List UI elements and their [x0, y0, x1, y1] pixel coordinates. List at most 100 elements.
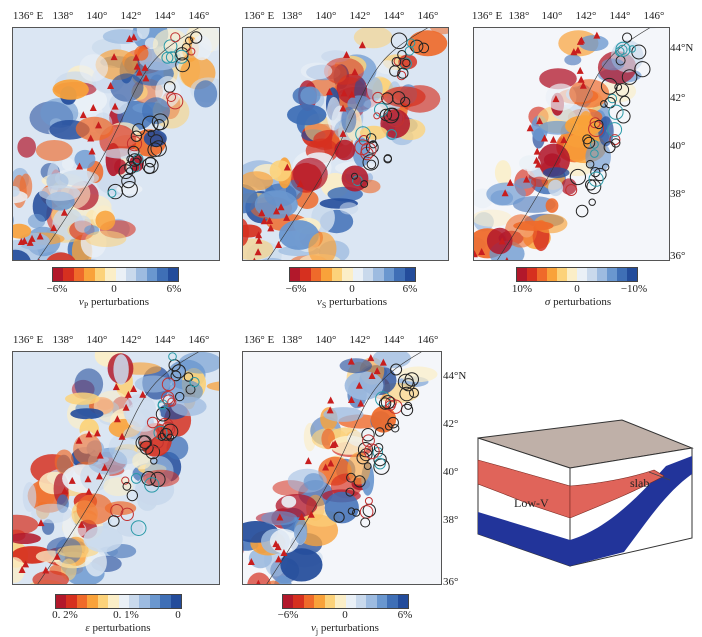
- volcano-marker: [124, 390, 132, 398]
- earthquake-marker: [588, 198, 596, 206]
- volcano-marker: [37, 519, 45, 527]
- lat-tick-36: 36°: [443, 576, 459, 588]
- perturbation-patch: [191, 35, 212, 61]
- perturbation-patch: [548, 179, 564, 197]
- volcano-marker: [87, 134, 95, 142]
- earthquake-marker: [384, 422, 393, 431]
- volcano-marker: [255, 231, 263, 239]
- volcano-marker: [139, 390, 147, 398]
- volcano-marker: [61, 486, 69, 494]
- earthquake-marker: [602, 163, 610, 171]
- lon-tick-140: 140°: [315, 334, 337, 346]
- volcano-marker: [96, 451, 104, 459]
- volcano-marker: [110, 53, 118, 61]
- perturbation-patch: [278, 220, 319, 250]
- tomography-image: [243, 352, 441, 584]
- colorbar-segment: [63, 268, 74, 281]
- perturbation-patch: [95, 210, 116, 231]
- lon-tick-136: 136° E: [12, 334, 44, 346]
- earthquake-marker: [372, 91, 384, 104]
- perturbation-patch: [59, 170, 99, 186]
- volcano-marker: [89, 104, 97, 112]
- lon-tick-146: 146°: [188, 10, 210, 22]
- earthquake-marker: [583, 136, 596, 149]
- tomography-image: [13, 28, 219, 260]
- earthquake-marker: [400, 403, 414, 417]
- perturbation-patch: [134, 45, 149, 61]
- earthquake-marker: [143, 162, 155, 175]
- colorbar-max-label: 6%: [402, 283, 418, 295]
- volcano-marker: [79, 111, 87, 119]
- lon-tick-136: 136° E: [243, 334, 275, 346]
- volcano-marker: [95, 472, 103, 480]
- earthquake-marker: [373, 112, 381, 120]
- volcano-marker: [53, 552, 61, 560]
- colorbar-segment: [108, 595, 119, 608]
- volcano-marker: [367, 354, 375, 362]
- perturbation-patch: [13, 533, 41, 544]
- colorbar-max-label: −10%: [620, 283, 648, 295]
- colorbar-segment: [567, 268, 577, 281]
- volcano-marker: [368, 371, 376, 379]
- perturbation-patch: [274, 575, 292, 584]
- volcano-marker: [277, 203, 285, 211]
- lat-tick-38: 38°: [443, 514, 459, 526]
- lon-tick-144: 144°: [383, 10, 405, 22]
- coastline: [267, 28, 428, 260]
- earthquake-marker: [619, 95, 631, 107]
- slab-leader: [648, 471, 671, 481]
- lon-tick-146: 146°: [417, 334, 439, 346]
- colorbar-mid-label: 0: [349, 283, 355, 295]
- lon-tick-142: 142°: [349, 334, 371, 346]
- perturbation-patch: [569, 79, 610, 108]
- perturbation-patch: [341, 165, 369, 192]
- volcano-marker: [506, 178, 514, 186]
- volcano-marker: [75, 436, 83, 444]
- lat-tick-38: 38°: [670, 188, 686, 200]
- earthquake-marker: [170, 32, 181, 43]
- tomography-image: [13, 352, 219, 584]
- earthquake-marker: [149, 134, 163, 148]
- colorbar-min-label: −6%: [277, 609, 299, 621]
- earthquake-marker: [399, 386, 414, 402]
- earthquake-marker: [361, 428, 375, 442]
- tomography-image: [243, 28, 448, 260]
- earthquake-marker: [590, 149, 599, 158]
- tomography-map-vp: [12, 27, 220, 261]
- colorbar-segment: [125, 268, 137, 281]
- volcano-marker: [523, 175, 531, 183]
- earthquake-marker: [378, 397, 392, 410]
- coastline: [266, 352, 422, 584]
- slab-front: [478, 512, 570, 566]
- colorbar-segment: [321, 268, 332, 281]
- volcano-marker: [254, 248, 262, 256]
- earthquake-marker: [588, 171, 604, 187]
- perturbation-patch: [103, 477, 133, 497]
- earthquake-marker: [142, 115, 159, 133]
- volcano-marker: [50, 224, 58, 232]
- lon-tick-144: 144°: [154, 10, 176, 22]
- colorbar-sigma: [516, 267, 638, 282]
- perturbation-patch: [73, 433, 102, 465]
- perturbation-patch: [359, 125, 388, 140]
- perturbation-patch: [38, 185, 81, 201]
- lon-tick-146: 146°: [188, 334, 210, 346]
- earthquake-marker: [151, 436, 164, 449]
- colorbar-segment: [293, 595, 304, 608]
- earthquake-marker: [616, 109, 631, 124]
- colorbar-segment: [303, 595, 315, 608]
- volcano-marker: [275, 555, 283, 563]
- perturbation-patch: [13, 223, 32, 239]
- volcano-marker: [280, 549, 288, 557]
- lon-tick-140: 140°: [86, 334, 108, 346]
- lon-tick-138: 138°: [281, 334, 303, 346]
- perturbation-patch: [601, 58, 625, 71]
- earthquake-marker: [185, 36, 194, 45]
- earthquake-marker: [614, 83, 623, 91]
- colorbar-min-label: −6%: [46, 283, 68, 295]
- colorbar-title-vj: vj perturbations: [311, 622, 379, 637]
- volcano-marker: [296, 180, 304, 188]
- colorbar-segment: [397, 595, 409, 608]
- volcano-marker: [533, 156, 541, 164]
- perturbation-patch: [486, 227, 513, 255]
